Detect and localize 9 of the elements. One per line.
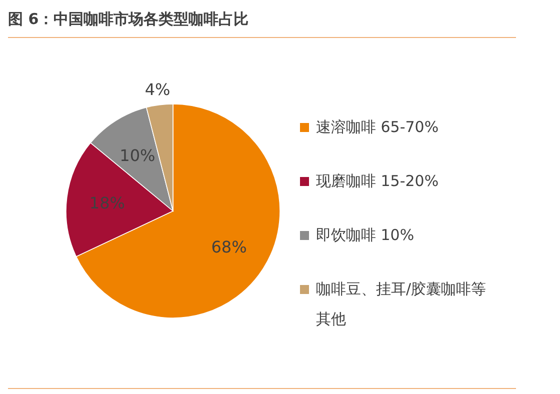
legend-label: 即饮咖啡 10% [316,226,414,244]
data-label: 18% [89,194,125,213]
data-label: 68% [211,238,247,257]
data-label: 4% [144,80,170,99]
chart-title: 图 6：中国咖啡市场各类型咖啡占比 [8,10,249,29]
data-label: 10% [120,146,156,165]
legend-label: 速溶咖啡 65-70% [316,118,439,136]
legend-label: 咖啡豆、挂耳/胶囊咖啡等其他 [316,280,486,328]
legend-label: 现磨咖啡 15-20% [316,172,439,190]
